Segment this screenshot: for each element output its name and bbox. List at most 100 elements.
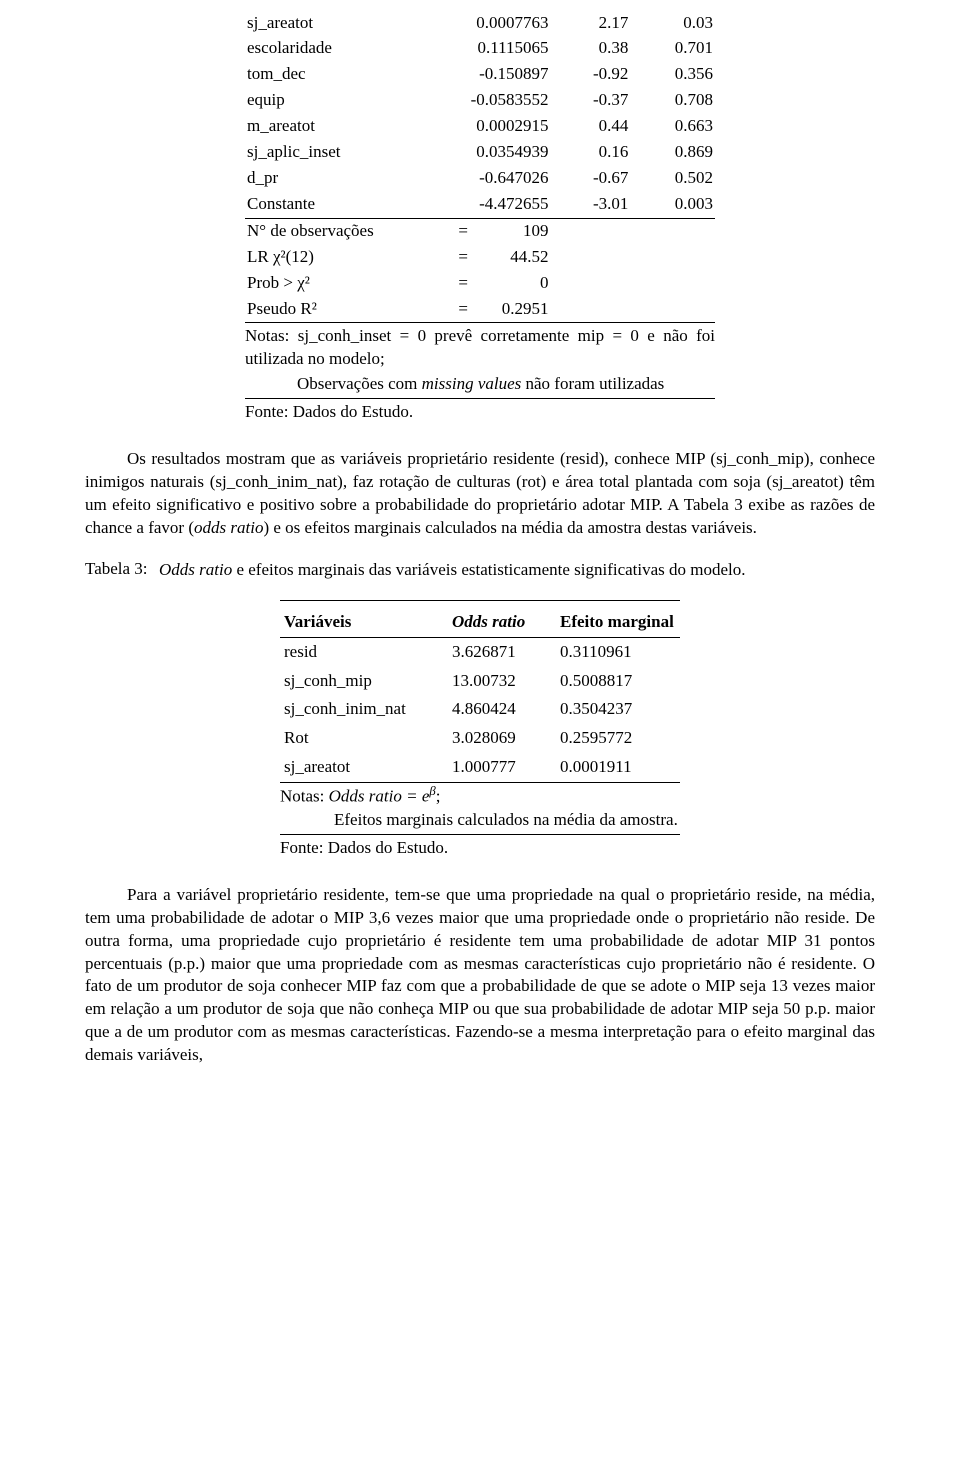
cell: 0.663 [630, 114, 715, 140]
table1-notes: Notas: sj_conh_inset = 0 prevê corretame… [245, 323, 715, 371]
odds-ratio-table: Variáveis Odds ratio Efeito marginal res… [280, 600, 680, 860]
cell-var: Rot [280, 724, 448, 753]
stat-row: Prob > χ²=0 [245, 270, 715, 296]
cell-or: 3.028069 [448, 724, 556, 753]
cell: 0.16 [550, 140, 630, 166]
table2-caption: Tabela 3: Odds ratio e efeitos marginais… [85, 558, 875, 582]
table-row: sj_areatot1.0007770.0001911 [280, 753, 680, 782]
table-row: Constante-4.472655-3.010.003 [245, 192, 715, 218]
table-row: Rot3.0280690.2595772 [280, 724, 680, 753]
cell: -0.0583552 [442, 88, 550, 114]
table-row: m_areatot0.00029150.440.663 [245, 114, 715, 140]
stat-row: N° de observações=109 [245, 218, 715, 244]
stat-label: Pseudo R² [245, 296, 442, 322]
t2-notes-l1: Notas: Odds ratio = eβ; [280, 783, 680, 809]
paragraph-1: Os resultados mostram que as variáveis p… [85, 448, 875, 540]
cell-or: 4.860424 [448, 695, 556, 724]
caption-body-b: e efeitos marginais das variáveis estati… [232, 560, 745, 579]
t2-h2: Odds ratio [448, 600, 556, 637]
table1-notes-line2: Observações com missing values não foram… [245, 371, 715, 396]
table-row: sj_areatot0.00077632.170.03 [245, 10, 715, 36]
stat-row: Pseudo R²=0.2951 [245, 296, 715, 322]
t2-h1: Variáveis [280, 600, 448, 637]
table-row: sj_aplic_inset0.03549390.160.869 [245, 140, 715, 166]
t1-notes-l2b: missing values [422, 374, 522, 393]
cell: 0.1115065 [442, 36, 550, 62]
cell: 0.38 [550, 36, 630, 62]
table-row: resid3.6268710.3110961 [280, 637, 680, 666]
cell-em: 0.5008817 [556, 667, 680, 696]
table1-fonte: Fonte: Dados do Estudo. [245, 399, 715, 424]
table2-notes: Notas: Odds ratio = eβ; Efeitos marginai… [280, 783, 680, 835]
p1c: ) e os efeitos marginais calculados na m… [263, 518, 756, 537]
table2-header-row: Variáveis Odds ratio Efeito marginal [280, 600, 680, 637]
cell: -0.67 [550, 166, 630, 192]
table2: Variáveis Odds ratio Efeito marginal res… [280, 600, 680, 784]
cell: 0.0354939 [442, 140, 550, 166]
stat-label: Prob > χ² [245, 270, 442, 296]
cell-or: 3.626871 [448, 637, 556, 666]
t2n1b: Odds ratio = e [329, 787, 430, 806]
paragraph-2: Para a variável proprietário residente, … [85, 884, 875, 1068]
stat-val: =0.2951 [442, 296, 550, 322]
stat-val: =109 [442, 218, 550, 244]
cell: 0.0002915 [442, 114, 550, 140]
table-row: sj_conh_inim_nat4.8604240.3504237 [280, 695, 680, 724]
stat-label: LR χ²(12) [245, 244, 442, 270]
cell-var: sj_areatot [280, 753, 448, 782]
cell-em: 0.0001911 [556, 753, 680, 782]
cell: -0.37 [550, 88, 630, 114]
cell: equip [245, 88, 442, 114]
cell-or: 13.00732 [448, 667, 556, 696]
cell: 0.44 [550, 114, 630, 140]
caption-body-a: Odds ratio [159, 560, 232, 579]
table-row: d_pr-0.647026-0.670.502 [245, 166, 715, 192]
cell: sj_areatot [245, 10, 442, 36]
table-row: equip-0.0583552-0.370.708 [245, 88, 715, 114]
t2-h3: Efeito marginal [556, 600, 680, 637]
cell-em: 0.3504237 [556, 695, 680, 724]
cell-var: sj_conh_mip [280, 667, 448, 696]
table-row: sj_conh_mip13.007320.5008817 [280, 667, 680, 696]
cell: -4.472655 [442, 192, 550, 218]
cell: 0.869 [630, 140, 715, 166]
cell: 0.701 [630, 36, 715, 62]
cell-var: resid [280, 637, 448, 666]
cell: m_areatot [245, 114, 442, 140]
stat-val: =0 [442, 270, 550, 296]
table1-notes-line1: Notas: sj_conh_inset = 0 prevê corretame… [245, 326, 715, 368]
cell-em: 0.3110961 [556, 637, 680, 666]
cell: -3.01 [550, 192, 630, 218]
t2n1a: Notas: [280, 787, 329, 806]
table-row: tom_dec-0.150897-0.920.356 [245, 62, 715, 88]
stat-row: LR χ²(12)=44.52 [245, 244, 715, 270]
t1-notes-l2a: Observações com [297, 374, 422, 393]
stat-label: N° de observações [245, 218, 442, 244]
cell-var: sj_conh_inim_nat [280, 695, 448, 724]
cell-or: 1.000777 [448, 753, 556, 782]
cell: tom_dec [245, 62, 442, 88]
cell: escolaridade [245, 36, 442, 62]
cell: -0.92 [550, 62, 630, 88]
cell-em: 0.2595772 [556, 724, 680, 753]
cell: 0.356 [630, 62, 715, 88]
cell: Constante [245, 192, 442, 218]
cell: 0.502 [630, 166, 715, 192]
cell: 0.708 [630, 88, 715, 114]
caption-label: Tabela 3: [85, 559, 148, 578]
p1b: odds ratio [194, 518, 263, 537]
cell: 0.003 [630, 192, 715, 218]
cell: -0.647026 [442, 166, 550, 192]
t2n1c: ; [436, 787, 441, 806]
cell: -0.150897 [442, 62, 550, 88]
cell: sj_aplic_inset [245, 140, 442, 166]
stat-val: =44.52 [442, 244, 550, 270]
cell: 2.17 [550, 10, 630, 36]
t2n2: Efeitos marginais calculados na média da… [280, 809, 680, 832]
t1-notes-l2c: não foram utilizadas [521, 374, 664, 393]
caption-body: Odds ratio e efeitos marginais das variá… [85, 559, 875, 582]
table2-fonte: Fonte: Dados do Estudo. [280, 835, 680, 860]
table1: sj_areatot0.00077632.170.03escolaridade0… [245, 10, 715, 323]
cell: d_pr [245, 166, 442, 192]
cell: 0.0007763 [442, 10, 550, 36]
